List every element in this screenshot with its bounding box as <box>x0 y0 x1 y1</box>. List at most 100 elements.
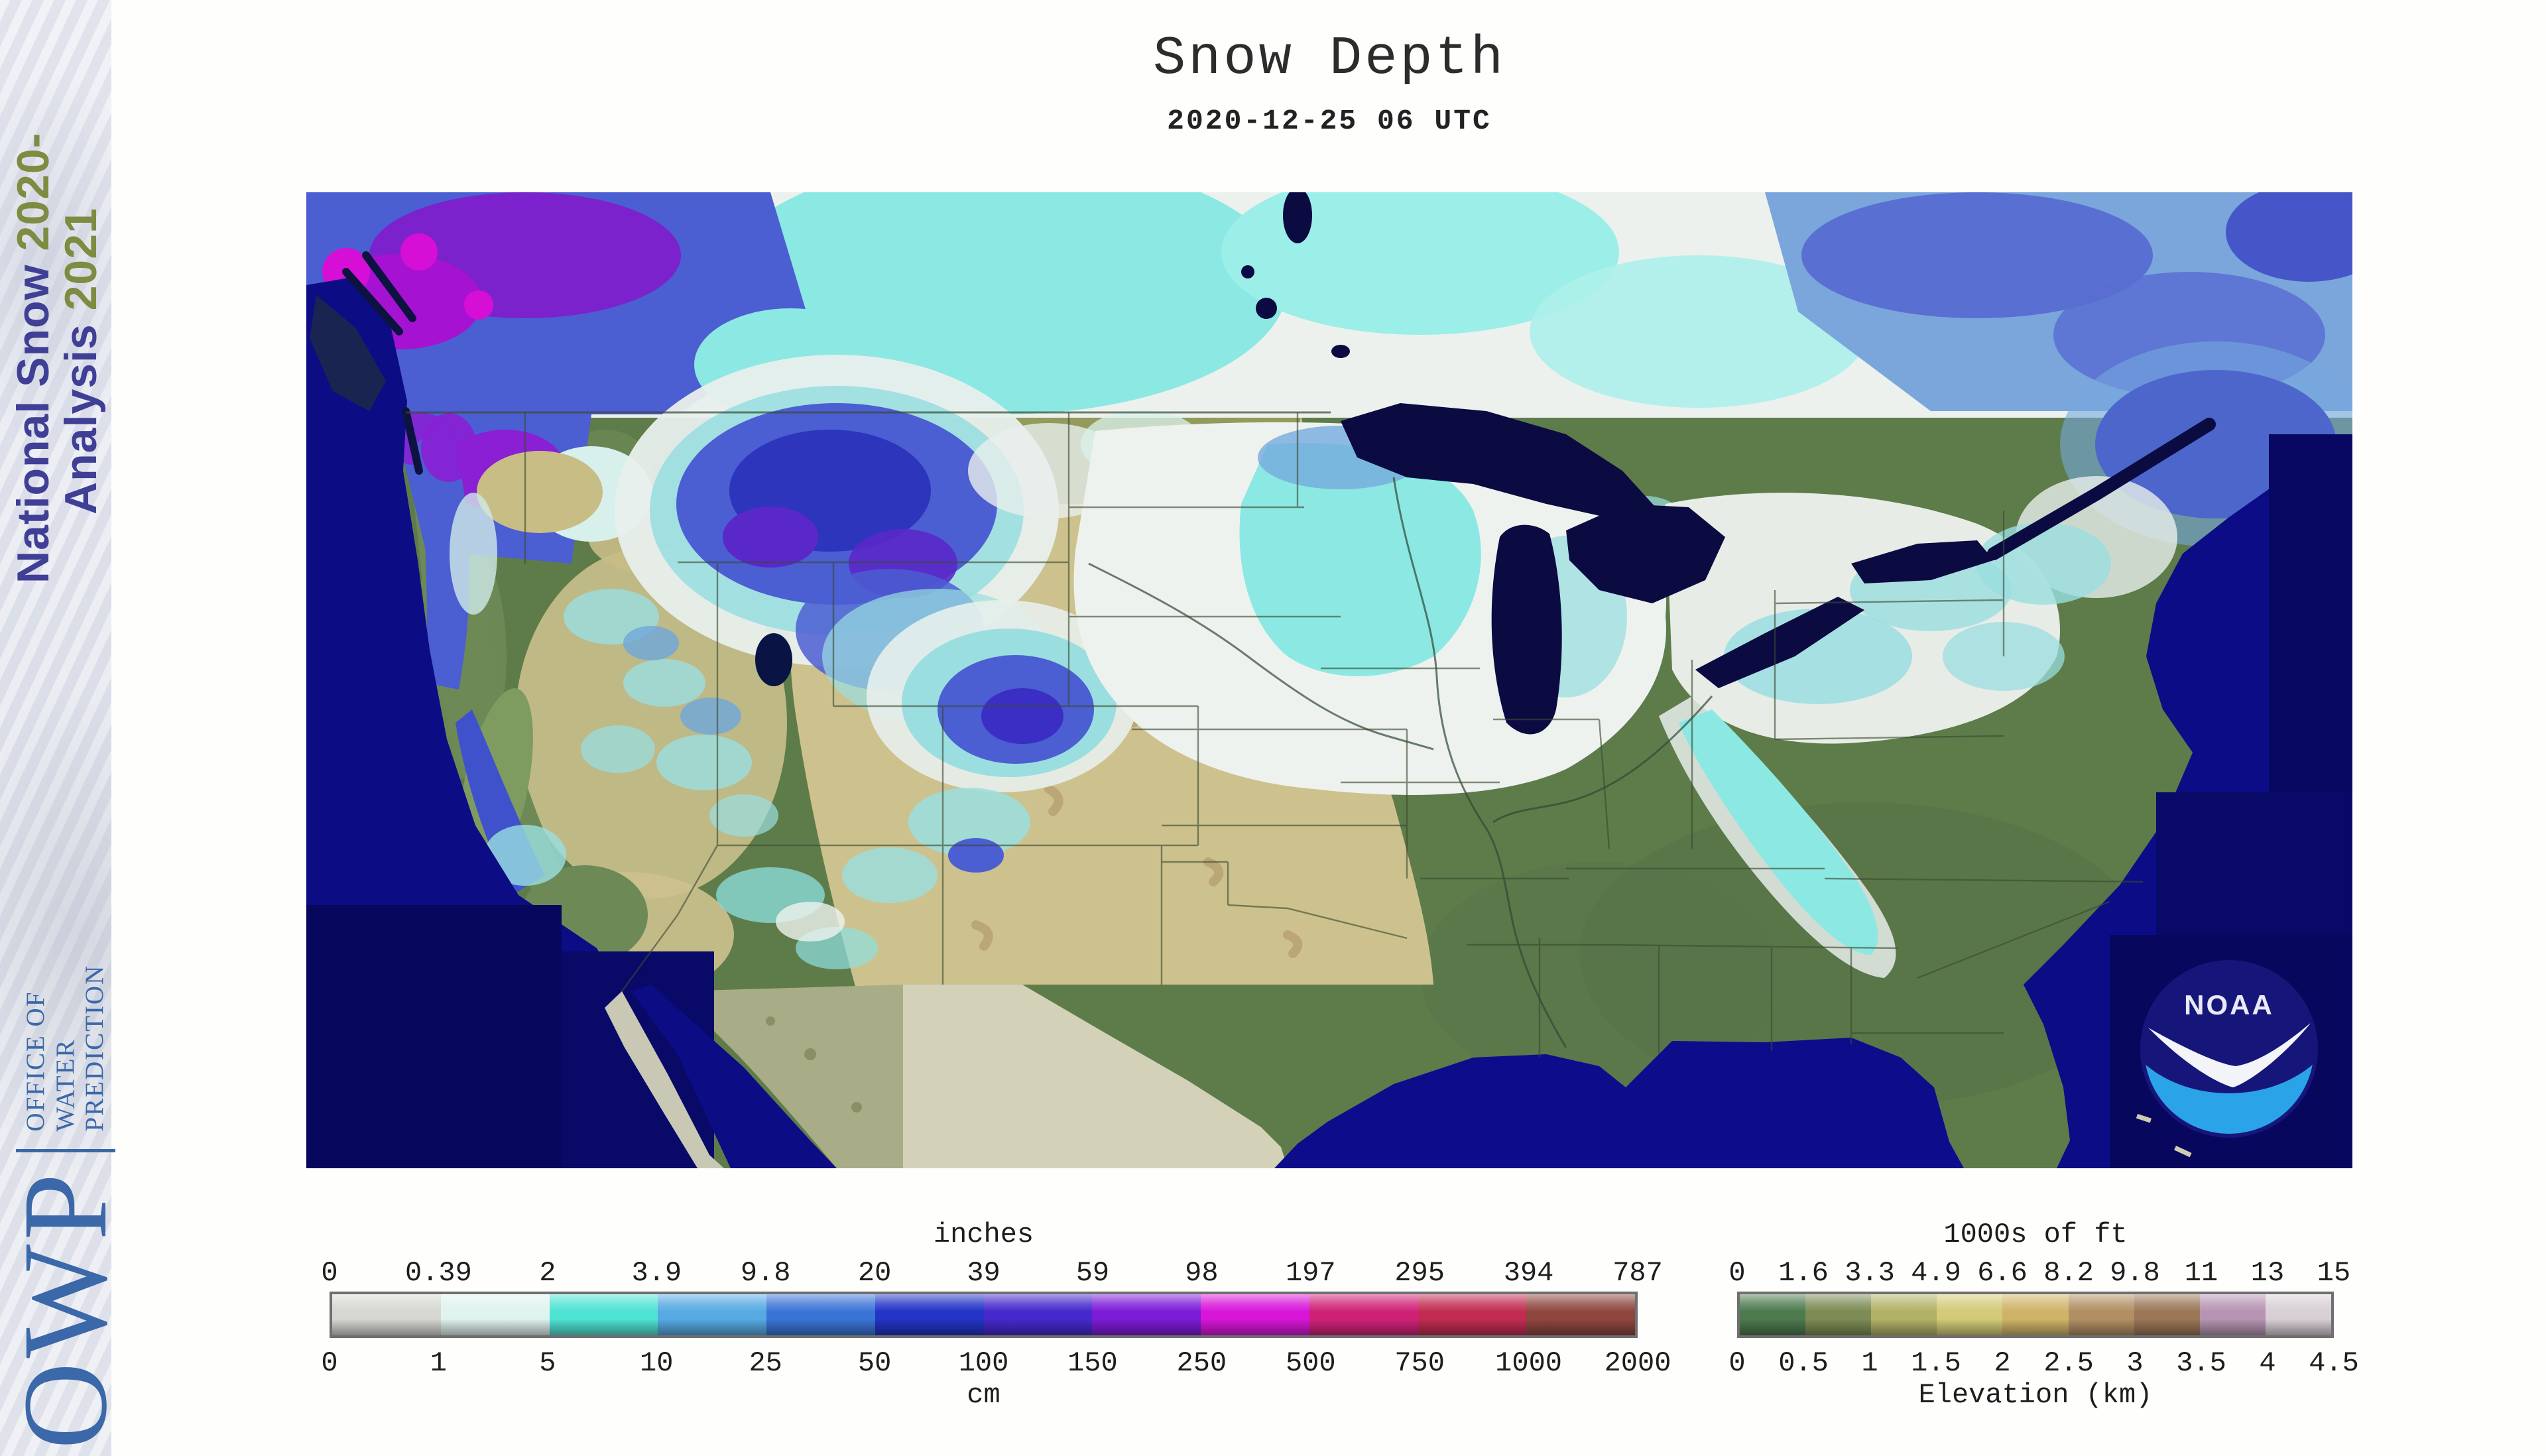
legend-tick: 98 <box>1185 1257 1219 1289</box>
legend-tick: 2 <box>539 1257 556 1289</box>
legend-color-segment <box>549 1294 658 1335</box>
legend-tick: 25 <box>749 1347 782 1379</box>
legend-tick: 2000 <box>1604 1347 1671 1379</box>
legend-color-segment <box>983 1294 1093 1335</box>
mississippi-river <box>1392 477 1567 1048</box>
legend-tick: 4.9 <box>1911 1257 1961 1289</box>
noaa-logo: NOAA <box>2140 960 2318 1138</box>
bahamas-island <box>2174 1146 2192 1158</box>
legend-tick: 8.2 <box>2043 1257 2094 1289</box>
legend-tick: 750 <box>1394 1347 1445 1379</box>
legend-tick: 4.5 <box>2309 1347 2359 1379</box>
st-lawrence-river <box>1987 418 2216 560</box>
owp-logo: OWP OFFICE OF WATER PREDICTION <box>0 846 132 1449</box>
legend-tick: 0 <box>1728 1257 1746 1289</box>
legend-color-segment <box>1526 1294 1635 1335</box>
legend-color-segment <box>766 1294 875 1335</box>
legend-color-segment <box>1092 1294 1201 1335</box>
canada-snow-band <box>306 192 2352 421</box>
legend-color-bar-elevation <box>1737 1292 2334 1338</box>
legend-tick: 0.5 <box>1778 1347 1829 1379</box>
legend-tick: 20 <box>857 1257 892 1289</box>
legend-tick: 787 <box>1612 1257 1663 1289</box>
legend-tick: 10 <box>640 1347 674 1379</box>
baja-peninsula <box>605 991 724 1168</box>
legend-tick: 250 <box>1176 1347 1227 1379</box>
noaa-logo-ocean <box>2144 1063 2314 1134</box>
legend-ticks-1000s-ft: 0 1.6 3.3 4.9 6.6 8.2 9.8 11 13 15 <box>1728 1254 2350 1292</box>
legend-color-segment <box>1871 1294 1937 1335</box>
legend-tick: 0.39 <box>404 1257 472 1289</box>
legend-color-segment <box>1418 1294 1527 1335</box>
season-line-2: Analysis 2021 <box>56 0 107 583</box>
gulf-of-california <box>605 985 837 1168</box>
owp-acronym: OWP <box>0 1169 132 1449</box>
pacific-nodata-block <box>306 905 562 1168</box>
legend-color-segment <box>875 1294 984 1335</box>
owp-divider <box>16 1148 115 1152</box>
legend-color-segment <box>1937 1294 2003 1335</box>
missouri-river <box>1088 562 1434 751</box>
great-lakes <box>755 192 2216 735</box>
legend-tick: 3.9 <box>631 1257 682 1289</box>
legend-tick: 5 <box>539 1347 556 1379</box>
season-line2-text: Analysis <box>56 310 107 515</box>
legend-color-segment <box>2068 1294 2134 1335</box>
owp-office-name: OFFICE OF WATER PREDICTION <box>21 965 109 1132</box>
legend-color-segment <box>1740 1294 1806 1335</box>
legend-tick: 100 <box>958 1347 1009 1379</box>
legend-tick: 13 <box>2250 1257 2285 1289</box>
noaa-seagull-icon <box>2148 1022 2311 1087</box>
legend-tick: 1 <box>430 1347 448 1379</box>
sidebar: National Snow 2020- Analysis 2021 OWP OF… <box>0 0 132 1456</box>
legend-unit-inches: inches <box>933 1219 1034 1250</box>
pacific-northwest-water <box>310 251 423 475</box>
season-line1-text: National Snow <box>8 251 58 583</box>
legend-unit-elevation-km: Elevation (km) <box>1918 1379 2153 1411</box>
season-line2-year: 2021 <box>56 208 107 311</box>
legend-ticks-km: 0 0.5 1 1.5 2 2.5 3 3.5 4 4.5 <box>1728 1338 2358 1379</box>
western-mountain-snow <box>385 355 1203 969</box>
legend-tick: 0 <box>1728 1347 1746 1379</box>
noaa-logo-text: NOAA <box>2184 989 2274 1020</box>
bahamas-island <box>2136 1113 2152 1123</box>
legend-tick: 150 <box>1067 1347 1118 1379</box>
legend-tick: 2.5 <box>2043 1347 2094 1379</box>
snow-depth-map-svg: NOAA <box>306 192 2352 1168</box>
legend-tick: 295 <box>1394 1257 1445 1289</box>
legend-tick: 6.6 <box>1977 1257 2028 1289</box>
legend-tick: 1000 <box>1495 1347 1562 1379</box>
page-title: Snow Depth <box>1152 28 1506 90</box>
ohio-river <box>1492 696 1713 823</box>
legend-tick: 0 <box>321 1347 338 1379</box>
snow-depth-map: NOAA <box>306 192 2352 1168</box>
legend-color-segment <box>1805 1294 1872 1335</box>
rivers <box>1088 477 1713 1048</box>
legend-tick: 9.8 <box>2110 1257 2160 1289</box>
legend-tick: 11 <box>2184 1257 2218 1289</box>
legend-tick: 3 <box>2126 1347 2144 1379</box>
legend-tick: 59 <box>1075 1257 1110 1289</box>
legend-snow-depth: inches 0 0.39 2 3.9 9.8 20 39 59 98 197 295 394 787 … <box>321 1219 1671 1415</box>
legend-tick: 0 <box>321 1257 338 1289</box>
legend-color-segment <box>332 1294 441 1335</box>
legend-color-segment <box>2265 1294 2332 1335</box>
legend-color-segment <box>1201 1294 1309 1335</box>
legend-tick: 15 <box>2317 1257 2351 1289</box>
legend-tick: 1 <box>1861 1347 1878 1379</box>
legend-tick: 9.8 <box>740 1257 791 1289</box>
season-line-1: National Snow 2020- <box>8 0 58 583</box>
map-datetime: 2020-12-25 06 UTC <box>1167 105 1492 137</box>
legend-color-segment <box>658 1294 766 1335</box>
legend-tick: 39 <box>967 1257 1000 1289</box>
legend-tick: 2 <box>1994 1347 2011 1379</box>
legend-color-segment <box>1309 1294 1418 1335</box>
great-salt-lake <box>755 633 792 686</box>
owp-office-line: PREDICTION <box>80 964 109 1132</box>
legend-tick: 500 <box>1285 1347 1336 1379</box>
legend-ticks-inches: 0 0.39 2 3.9 9.8 20 39 59 98 197 295 394 787 <box>321 1254 1662 1292</box>
owp-office-line: WATER <box>50 1038 80 1132</box>
legend-tick: 3.5 <box>2176 1347 2226 1379</box>
